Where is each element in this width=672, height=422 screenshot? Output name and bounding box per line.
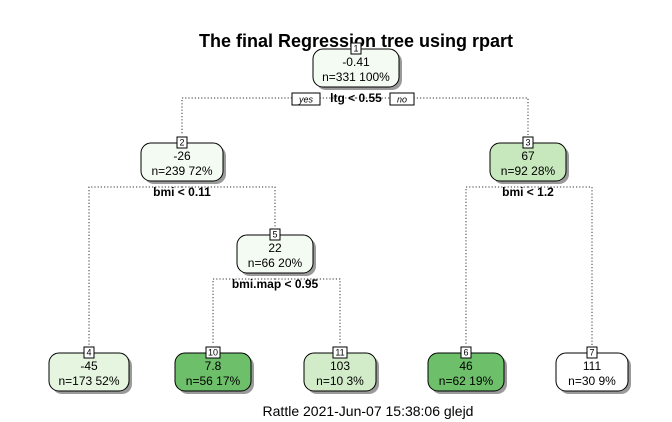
node-id: 7 — [589, 348, 594, 358]
yes-branch-label: yes — [291, 92, 321, 106]
node-value: -26 — [173, 149, 191, 163]
edge-5-11 — [275, 278, 341, 345]
node-value: 103 — [330, 359, 350, 373]
node-split-label: bmi < 1.2 — [502, 185, 554, 199]
node-id-box — [586, 346, 598, 359]
tree-nodes: -0.41n=331 100% 1 ltg < 0.55 -26n=239 72% 2 b… — [48, 42, 631, 394]
node-id: 5 — [272, 230, 277, 240]
node-stats: n=56 17% — [186, 374, 241, 388]
edge-5-10 — [212, 278, 275, 345]
node-value: -45 — [80, 359, 98, 373]
tree-node-6: 46n=62 19% 6 — [427, 346, 507, 394]
tree-node-1: -0.41n=331 100% 1 ltg < 0.55 — [312, 42, 402, 105]
node-stats: n=239 72% — [151, 164, 212, 178]
tree-node-3: 67n=92 28% 3 bmi < 1.2 — [489, 136, 569, 199]
node-id-box — [176, 136, 188, 149]
node-stats: n=92 28% — [501, 164, 556, 178]
node-value: 67 — [521, 149, 535, 163]
node-stats: n=62 19% — [439, 374, 494, 388]
node-id-box — [269, 228, 281, 241]
node-value: -0.41 — [342, 55, 370, 69]
node-id: 6 — [463, 348, 468, 358]
node-id: 4 — [86, 348, 91, 358]
footer-caption: Rattle 2021-Jun-07 15:38:06 glejd — [263, 403, 474, 419]
node-id-box — [205, 346, 221, 359]
svg-text:no: no — [397, 95, 407, 105]
node-id-box — [522, 136, 534, 149]
node-id-box — [350, 42, 362, 55]
node-id-box — [460, 346, 472, 359]
node-value: 7.8 — [205, 359, 222, 373]
node-value: 111 — [583, 359, 602, 373]
node-id: 11 — [335, 348, 344, 358]
edge-3-6 — [465, 186, 528, 345]
edge-2-4 — [88, 186, 182, 345]
node-stats: n=66 20% — [248, 256, 303, 270]
no-branch-label: no — [389, 92, 415, 106]
node-id: 2 — [179, 138, 184, 148]
node-id: 3 — [525, 138, 530, 148]
tree-node-5: 22n=66 20% 5 bmi.map < 0.95 — [232, 228, 319, 291]
tree-node-2: -26n=239 72% 2 bmi < 0.11 — [140, 136, 226, 199]
tree-node-4: -45n=173 52% 4 — [48, 346, 132, 394]
edge-2-5 — [182, 186, 276, 228]
node-stats: n=10 3% — [316, 374, 364, 388]
chart-title: The final Regression tree using rpart — [199, 31, 513, 51]
node-split-label: bmi.map < 0.95 — [232, 277, 319, 291]
node-stats: n=30 9% — [568, 374, 616, 388]
svg-text:yes: yes — [298, 95, 314, 105]
node-split-label: bmi < 0.11 — [153, 185, 211, 199]
node-id-box — [83, 346, 95, 359]
node-value: 22 — [268, 241, 282, 255]
node-value: 46 — [459, 359, 473, 373]
edge-3-7 — [528, 186, 593, 345]
node-stats: n=173 52% — [58, 374, 119, 388]
node-split-label: ltg < 0.55 — [330, 91, 382, 105]
node-id: 1 — [353, 44, 358, 54]
node-id-box — [332, 346, 348, 359]
node-stats: n=331 100% — [322, 70, 390, 84]
tree-edges — [88, 97, 593, 345]
node-id: 10 — [208, 348, 218, 358]
tree-node-10: 7.8n=56 17% 10 — [174, 346, 254, 394]
